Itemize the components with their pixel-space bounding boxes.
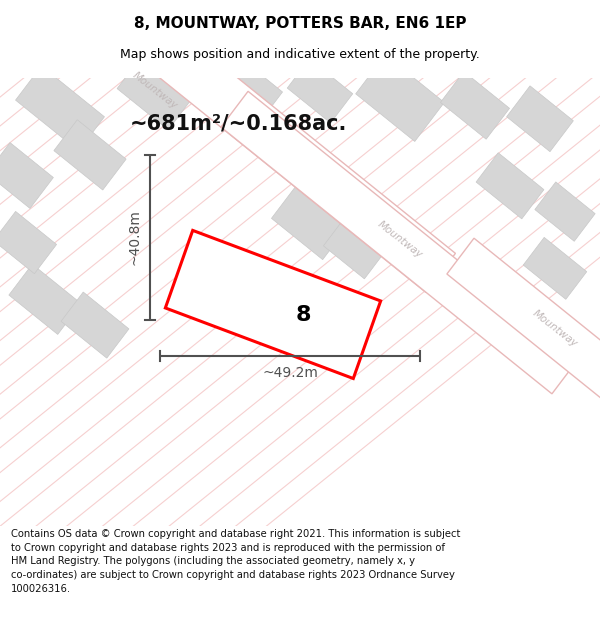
Text: Mountway: Mountway	[531, 308, 579, 349]
Polygon shape	[0, 0, 455, 292]
Polygon shape	[221, 91, 579, 394]
Polygon shape	[447, 238, 600, 426]
Text: Mountway: Mountway	[131, 71, 179, 111]
Text: 8: 8	[295, 305, 311, 325]
Text: ~40.8m: ~40.8m	[128, 209, 142, 266]
Text: ~681m²/~0.168ac.: ~681m²/~0.168ac.	[130, 114, 347, 134]
Polygon shape	[476, 152, 544, 219]
Polygon shape	[0, 142, 53, 208]
Text: 8, MOUNTWAY, POTTERS BAR, EN6 1EP: 8, MOUNTWAY, POTTERS BAR, EN6 1EP	[134, 16, 466, 31]
Polygon shape	[166, 231, 380, 379]
Polygon shape	[61, 292, 129, 358]
Polygon shape	[523, 238, 587, 299]
Polygon shape	[54, 120, 126, 190]
Polygon shape	[535, 182, 595, 241]
Polygon shape	[271, 184, 349, 259]
Text: Mountway: Mountway	[376, 219, 424, 260]
Polygon shape	[356, 55, 445, 141]
Polygon shape	[287, 59, 353, 123]
Polygon shape	[197, 46, 283, 129]
Polygon shape	[506, 86, 574, 152]
Text: ~49.2m: ~49.2m	[262, 366, 318, 381]
Text: Map shows position and indicative extent of the property.: Map shows position and indicative extent…	[120, 48, 480, 61]
Polygon shape	[323, 217, 386, 279]
Polygon shape	[440, 71, 509, 139]
Polygon shape	[16, 66, 104, 151]
Polygon shape	[9, 264, 81, 334]
Text: Contains OS data © Crown copyright and database right 2021. This information is : Contains OS data © Crown copyright and d…	[11, 529, 460, 594]
Polygon shape	[0, 211, 56, 274]
Polygon shape	[117, 56, 193, 130]
